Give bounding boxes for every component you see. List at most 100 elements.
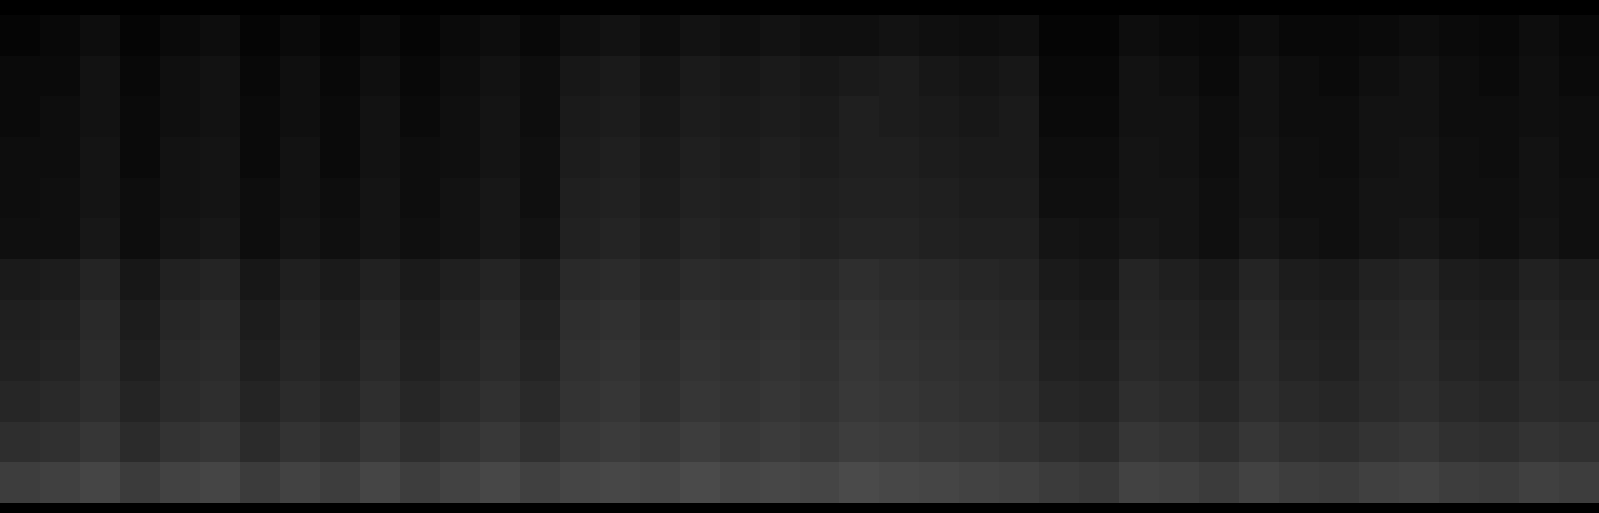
heatmap-cell	[1079, 137, 1119, 178]
heatmap-cell	[120, 381, 160, 422]
heatmap-cell	[839, 137, 879, 178]
heatmap-cell	[120, 218, 160, 259]
heatmap-cell	[240, 137, 280, 178]
heatmap-cell	[919, 422, 959, 463]
heatmap-cell	[320, 422, 360, 463]
heatmap-cell	[520, 218, 560, 259]
heatmap-cell	[160, 15, 200, 56]
heatmap-cell	[1519, 462, 1559, 503]
heatmap-cell	[760, 218, 800, 259]
heatmap-cell	[200, 96, 240, 137]
heatmap-cell	[680, 56, 720, 97]
heatmap-cell	[1199, 340, 1239, 381]
heatmap-cell	[1439, 300, 1479, 341]
heatmap-cell	[760, 15, 800, 56]
heatmap-cell	[520, 56, 560, 97]
heatmap-cell	[600, 137, 640, 178]
heatmap-cell	[520, 300, 560, 341]
heatmap-cell	[1439, 96, 1479, 137]
heatmap-cell	[1519, 178, 1559, 219]
heatmap-cell	[280, 300, 320, 341]
heatmap-cell	[999, 15, 1039, 56]
heatmap-cell	[1359, 218, 1399, 259]
heatmap-cell	[1559, 218, 1599, 259]
heatmap-cell	[320, 137, 360, 178]
heatmap-cell	[40, 137, 80, 178]
heatmap-cell	[160, 56, 200, 97]
heatmap-cell	[1519, 56, 1559, 97]
heatmap-cell	[400, 422, 440, 463]
heatmap-cell	[1279, 178, 1319, 219]
heatmap-cell	[1439, 381, 1479, 422]
heatmap-cell	[919, 300, 959, 341]
heatmap-cell	[720, 96, 760, 137]
heatmap-cell	[360, 259, 400, 300]
heatmap-cell	[560, 178, 600, 219]
heatmap-cell	[999, 422, 1039, 463]
heatmap-cell	[520, 15, 560, 56]
heatmap-cell	[40, 259, 80, 300]
heatmap-cell	[1279, 56, 1319, 97]
heatmap-cell	[600, 96, 640, 137]
heatmap-cell	[200, 178, 240, 219]
heatmap-cell	[1199, 462, 1239, 503]
heatmap-cell	[640, 15, 680, 56]
heatmap-cell	[680, 15, 720, 56]
heatmap-cell	[40, 381, 80, 422]
heatmap-cell	[480, 178, 520, 219]
heatmap-cell	[80, 300, 120, 341]
heatmap-cell	[1359, 137, 1399, 178]
heatmap-cell	[640, 218, 680, 259]
heatmap-cell	[1359, 56, 1399, 97]
heatmap-cell	[1159, 381, 1199, 422]
heatmap-cell	[240, 340, 280, 381]
heatmap-cell	[1039, 15, 1079, 56]
heatmap-cell	[600, 381, 640, 422]
heatmap-cell	[1159, 300, 1199, 341]
heatmap-cell	[1519, 96, 1559, 137]
heatmap-cell	[280, 259, 320, 300]
heatmap-cell	[760, 96, 800, 137]
heatmap-cell	[760, 462, 800, 503]
heatmap-cell	[640, 178, 680, 219]
heatmap-cell	[360, 56, 400, 97]
heatmap-cell	[0, 96, 40, 137]
heatmap-cell	[400, 56, 440, 97]
heatmap-cell	[560, 300, 600, 341]
heatmap-cell	[800, 462, 840, 503]
heatmap-cell	[1479, 381, 1519, 422]
heatmap-cell	[560, 218, 600, 259]
heatmap-cell	[520, 422, 560, 463]
heatmap-cell	[120, 56, 160, 97]
heatmap-cell	[280, 340, 320, 381]
heatmap-cell	[1479, 340, 1519, 381]
heatmap-cell	[520, 178, 560, 219]
heatmap-cell	[839, 340, 879, 381]
heatmap-cell	[1039, 96, 1079, 137]
heatmap-cell	[760, 300, 800, 341]
heatmap-cell	[919, 96, 959, 137]
heatmap-cell	[1439, 218, 1479, 259]
heatmap-cell	[1359, 422, 1399, 463]
heatmap-cell	[320, 15, 360, 56]
heatmap-cell	[480, 340, 520, 381]
heatmap-cell	[1439, 137, 1479, 178]
heatmap-cell	[1159, 137, 1199, 178]
heatmap-cell	[959, 15, 999, 56]
heatmap-cell	[959, 178, 999, 219]
heatmap-cell	[999, 340, 1039, 381]
heatmap-cell	[560, 96, 600, 137]
heatmap-cell	[1239, 340, 1279, 381]
heatmap-cell	[1199, 137, 1239, 178]
heatmap-cell	[600, 178, 640, 219]
heatmap-cell	[1519, 381, 1559, 422]
heatmap-cell	[40, 300, 80, 341]
heatmap-cell	[1319, 178, 1359, 219]
heatmap-cell	[640, 96, 680, 137]
heatmap-cell	[240, 381, 280, 422]
heatmap-cell	[919, 381, 959, 422]
heatmap-cell	[120, 422, 160, 463]
heatmap-cell	[640, 422, 680, 463]
heatmap-cell	[1399, 218, 1439, 259]
heatmap-cell	[680, 300, 720, 341]
